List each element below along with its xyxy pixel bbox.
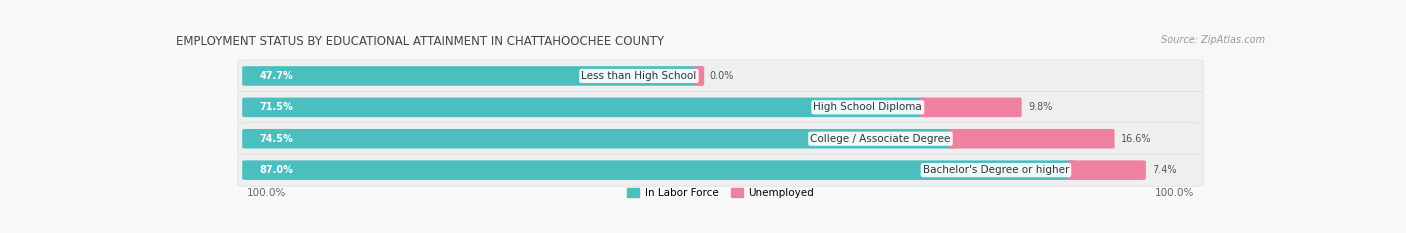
Text: 87.0%: 87.0% [260, 165, 294, 175]
FancyBboxPatch shape [242, 66, 703, 86]
Text: 0.0%: 0.0% [710, 71, 734, 81]
Text: College / Associate Degree: College / Associate Degree [810, 134, 950, 144]
FancyBboxPatch shape [920, 98, 1022, 117]
Text: EMPLOYMENT STATUS BY EDUCATIONAL ATTAINMENT IN CHATTAHOOCHEE COUNTY: EMPLOYMENT STATUS BY EDUCATIONAL ATTAINM… [176, 35, 664, 48]
FancyBboxPatch shape [949, 129, 1115, 148]
Text: 9.8%: 9.8% [1028, 102, 1053, 112]
FancyBboxPatch shape [238, 91, 1204, 123]
FancyBboxPatch shape [242, 98, 929, 117]
Text: 7.4%: 7.4% [1153, 165, 1177, 175]
Text: 100.0%: 100.0% [246, 188, 285, 199]
FancyBboxPatch shape [242, 129, 957, 148]
Text: 16.6%: 16.6% [1121, 134, 1152, 144]
FancyBboxPatch shape [238, 154, 1204, 186]
Legend: In Labor Force, Unemployed: In Labor Force, Unemployed [623, 184, 818, 202]
FancyBboxPatch shape [1067, 160, 1146, 180]
Text: Bachelor's Degree or higher: Bachelor's Degree or higher [922, 165, 1069, 175]
FancyBboxPatch shape [242, 160, 1076, 180]
FancyBboxPatch shape [238, 60, 1204, 92]
Text: 74.5%: 74.5% [260, 134, 294, 144]
FancyBboxPatch shape [695, 66, 704, 86]
Text: Source: ZipAtlas.com: Source: ZipAtlas.com [1161, 35, 1265, 45]
Text: 71.5%: 71.5% [260, 102, 294, 112]
Text: 47.7%: 47.7% [260, 71, 294, 81]
Text: High School Diploma: High School Diploma [814, 102, 922, 112]
FancyBboxPatch shape [238, 123, 1204, 155]
Text: 100.0%: 100.0% [1156, 188, 1195, 199]
Text: Less than High School: Less than High School [581, 71, 696, 81]
